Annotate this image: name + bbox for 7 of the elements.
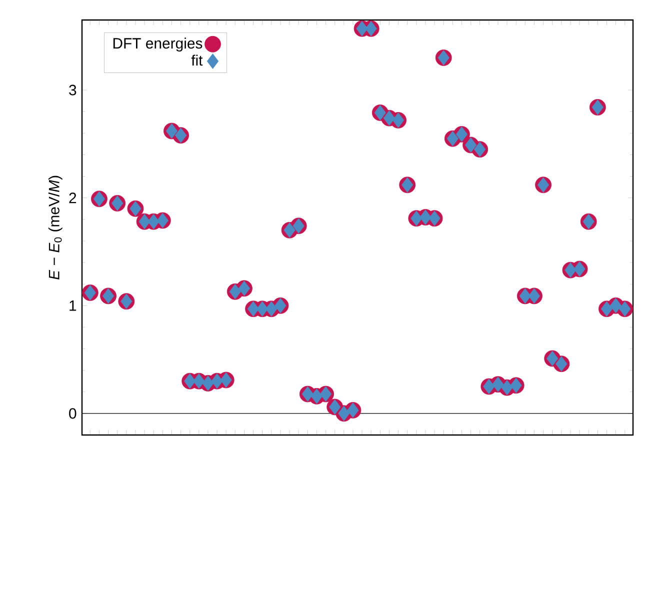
y-tick-label: 3 <box>69 84 76 96</box>
y-axis-title: E − E$_{0}$ (meV/M) <box>48 176 62 280</box>
y-tick-label: 2 <box>69 192 76 204</box>
legend-label: DFT energies <box>113 38 202 52</box>
legend-label: fit <box>191 54 203 66</box>
y-tick-label: 1 <box>70 300 76 311</box>
y-tick-label: 0 <box>69 408 76 419</box>
